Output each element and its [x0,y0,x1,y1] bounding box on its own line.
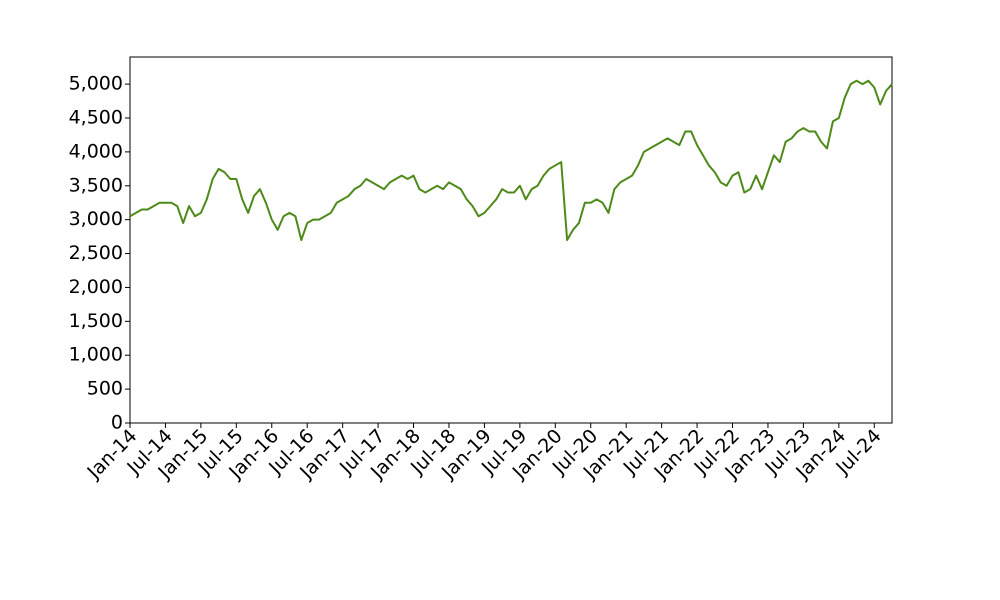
y-tick-label: 3,000 [69,208,123,230]
y-tick-label: 3,500 [69,174,123,196]
y-tick-label: 4,500 [69,107,123,129]
y-tick-label: 1,500 [69,310,123,332]
y-tick-label: 2,500 [69,242,123,264]
y-tick-label: 5,000 [69,73,123,95]
y-tick-label: 500 [87,378,123,400]
plot-frame [129,56,893,424]
y-tick-label: 2,000 [69,276,123,298]
y-tick-label: 1,000 [69,344,123,366]
y-tick-label: 0 [111,412,123,434]
line [129,79,893,241]
y-tick-label: 4,000 [69,140,123,162]
